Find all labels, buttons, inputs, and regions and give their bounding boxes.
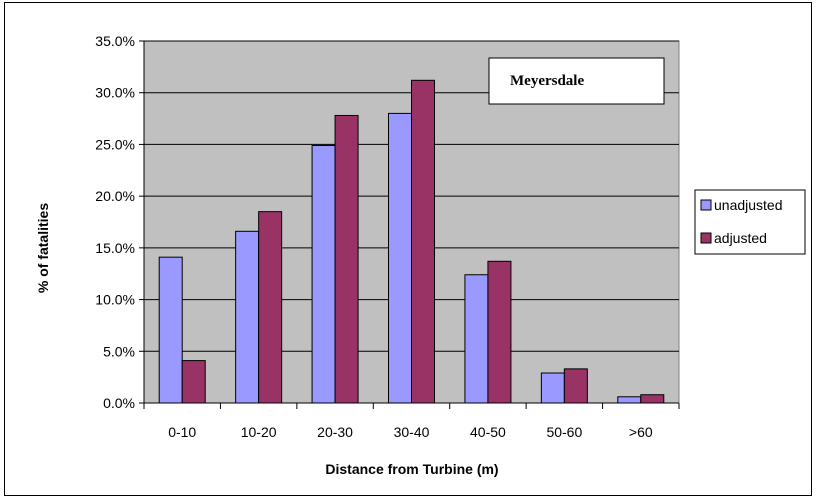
bar-adjusted-6	[640, 394, 665, 404]
x-tick-label: 0-10	[168, 424, 196, 440]
bar-adjusted-3	[411, 79, 435, 404]
x-tick-label: >60	[629, 424, 653, 440]
bars	[158, 79, 665, 404]
x-tick-label: 30-40	[394, 424, 430, 440]
annotation-frame	[488, 57, 665, 105]
y-tick-label: 30.0%	[95, 85, 135, 101]
y-tick-label: 15.0%	[95, 240, 135, 256]
x-axis-title: Distance from Turbine (m)	[325, 461, 498, 477]
y-tick-label: 10.0%	[95, 292, 135, 308]
bar-adjusted-5	[563, 368, 588, 404]
bar-adjusted-4	[487, 260, 512, 404]
x-tick-label: 10-20	[241, 424, 277, 440]
y-tick-label: 35.0%	[95, 33, 135, 49]
y-tick-label: 0.0%	[103, 395, 135, 411]
y-tick-label: 20.0%	[95, 188, 135, 204]
legend-swatch-adjusted	[700, 232, 712, 244]
bar-unadjusted-2	[311, 144, 336, 404]
bar-adjusted-1	[258, 211, 283, 404]
legend-frame	[694, 189, 806, 255]
x-tick-label: 50-60	[546, 424, 582, 440]
bar-unadjusted-5	[540, 372, 565, 404]
y-axis-title: % of fatalities	[35, 203, 51, 293]
y-tick-label: 25.0%	[95, 136, 135, 152]
bar-unadjusted-6	[617, 396, 642, 404]
bar-unadjusted-3	[388, 112, 412, 404]
annotation-box: Meyersdale	[488, 57, 665, 105]
y-tick-label: 5.0%	[103, 343, 135, 359]
x-tick-label: 40-50	[470, 424, 506, 440]
bar-adjusted-0	[181, 360, 206, 404]
bar-unadjusted-0	[158, 256, 183, 404]
axes: 0.0% 5.0% 10.0% 15.0% 20.0% 25.0% 30.0% 35.0% 0-…	[95, 33, 680, 440]
bar-adjusted-2	[334, 114, 359, 404]
legend-label-unadjusted: unadjusted	[714, 197, 783, 213]
legend-swatch-unadjusted	[700, 199, 712, 211]
legend-label-adjusted: adjusted	[714, 230, 767, 246]
bar-unadjusted-1	[235, 230, 260, 404]
annotation-text: Meyersdale	[510, 73, 584, 89]
x-tick-label: 20-30	[317, 424, 353, 440]
bar-unadjusted-4	[464, 274, 489, 404]
legend: unadjusted adjusted	[694, 189, 806, 255]
